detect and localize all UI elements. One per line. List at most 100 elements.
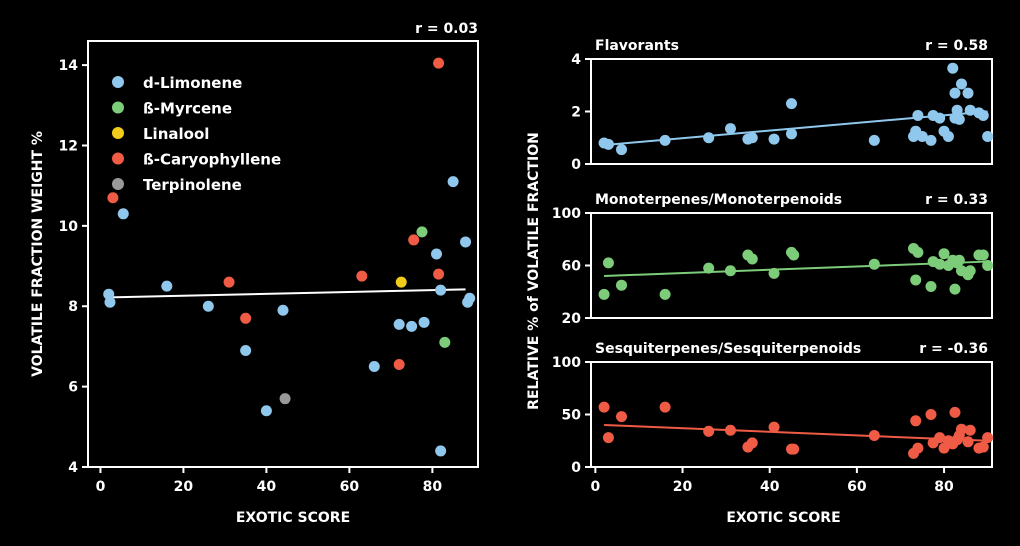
panel-trendline — [604, 260, 988, 277]
panel-data-point — [703, 425, 715, 437]
main-trendline — [108, 288, 466, 299]
panel-data-point — [598, 288, 610, 300]
panel-xtick-label: 20 — [673, 479, 693, 495]
panel-data-point — [916, 130, 928, 142]
panel-data-point — [955, 423, 967, 435]
panel-data-point — [910, 274, 922, 286]
panel-data-point — [925, 281, 937, 292]
panel-data-point — [934, 258, 946, 270]
main-xtick-label: 0 — [96, 479, 106, 495]
panel-title: Monoterpenes/Monoterpenoids — [595, 192, 842, 208]
main-data-point — [433, 268, 445, 280]
panel-ytick-label: 60 — [562, 259, 582, 275]
panel-data-point — [953, 254, 965, 266]
main-data-point — [117, 208, 129, 220]
main-data-point — [223, 276, 235, 288]
panel-data-point — [949, 406, 961, 418]
panel-data-point — [982, 130, 994, 142]
panel-data-point — [949, 283, 961, 295]
panel-trendline — [604, 424, 988, 442]
panel-data-point — [659, 288, 671, 300]
main-data-point — [460, 236, 472, 248]
panel-data-point — [768, 267, 780, 279]
panel-xtick-label: 0 — [590, 479, 600, 495]
panel-data-point — [616, 411, 628, 423]
main-data-point — [447, 176, 459, 188]
main-data-point — [260, 405, 272, 417]
main-data-point — [279, 393, 291, 405]
panel-data-point — [953, 113, 965, 125]
panel-title: Sesquiterpenes/Sesquiterpenoids — [595, 341, 861, 357]
panel-data-point — [962, 87, 974, 99]
main-xtick-label: 40 — [257, 479, 277, 495]
panel-data-point — [962, 436, 974, 448]
panel-data-point — [746, 253, 758, 265]
panel-data-point — [602, 432, 614, 444]
panel-data-point — [910, 415, 922, 427]
panel-data-point — [703, 262, 715, 274]
main-data-point — [439, 336, 451, 348]
panel-data-point — [977, 249, 989, 261]
main-data-point — [393, 318, 405, 330]
panel-title: Flavorants — [595, 38, 679, 54]
legend-marker — [112, 152, 124, 165]
main-data-point — [435, 445, 447, 457]
main-data-point — [240, 312, 252, 324]
panel-ytick-label: 2 — [571, 105, 581, 121]
panel-data-point — [703, 132, 715, 144]
panel-ytick-label: 0 — [571, 157, 581, 173]
panel-data-point — [868, 258, 880, 270]
legend-label: ß-Myrcene — [143, 100, 232, 118]
panel-data-point — [788, 249, 800, 261]
panel-data-point — [724, 265, 736, 277]
main-ytick-label: 8 — [68, 299, 78, 315]
panel-data-point — [786, 98, 797, 110]
panel-data-point — [934, 432, 946, 444]
shared-yaxis-label: RELATIVE % of VOLATILE FRACTION — [526, 132, 542, 410]
panel-r-annotation: r = 0.33 — [925, 192, 988, 208]
panel-data-point — [938, 248, 950, 260]
main-ytick-label: 6 — [68, 380, 78, 396]
panel-r-annotation: r = -0.36 — [919, 341, 988, 357]
main-data-point — [104, 296, 116, 308]
main-plot-frame — [87, 40, 479, 468]
main-data-point — [395, 276, 407, 288]
panel-ytick-label: 20 — [562, 311, 582, 327]
panel-xtick-label: 40 — [760, 479, 780, 495]
main-data-point — [161, 280, 173, 292]
panel-data-point — [925, 134, 937, 146]
main-data-point — [406, 320, 418, 332]
panel-data-point — [982, 432, 994, 444]
main-data-point — [393, 359, 405, 371]
panel-data-point — [616, 144, 628, 156]
legend-label: Terpinolene — [143, 176, 242, 194]
panel-data-point — [659, 401, 671, 413]
panel-data-point — [912, 246, 924, 258]
main-data-point — [202, 300, 214, 312]
panel-xtick-label: 60 — [847, 479, 867, 495]
main-xtick-label: 60 — [340, 479, 360, 495]
panel-ytick-label: 0 — [571, 460, 581, 476]
main-ytick-label: 4 — [68, 460, 78, 476]
panel-data-point — [964, 265, 976, 277]
main-data-point — [240, 344, 252, 356]
panel-data-point — [598, 401, 610, 413]
panel-data-point — [724, 424, 736, 436]
panel-data-point — [768, 133, 780, 145]
panel-data-point — [786, 128, 797, 140]
panel-data-point — [659, 134, 671, 146]
panel-r-annotation: r = 0.58 — [925, 38, 988, 54]
panel-data-point — [768, 421, 780, 433]
panel-data-point — [868, 430, 880, 441]
panel-data-point — [925, 409, 937, 420]
panel-data-point — [955, 78, 967, 90]
main-r-annotation: r = 0.03 — [415, 21, 478, 37]
main-data-point — [464, 292, 476, 304]
main-ytick-label: 10 — [59, 219, 79, 235]
main-xaxis-label: EXOTIC SCORE — [236, 510, 350, 526]
main-data-point — [356, 270, 368, 282]
panel-data-point — [746, 132, 758, 144]
panel-data-point — [602, 138, 614, 150]
